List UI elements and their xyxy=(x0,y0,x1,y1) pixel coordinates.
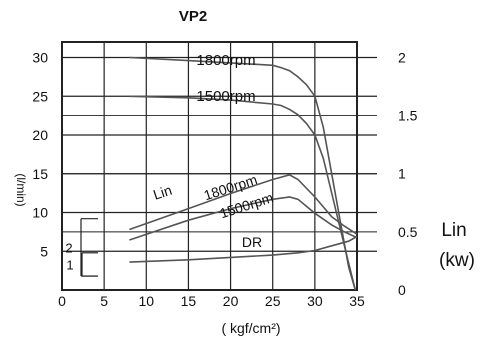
x-tick-label: 25 xyxy=(265,293,281,309)
x-tick-label: 15 xyxy=(181,293,197,309)
series-line-1500rpm xyxy=(129,196,358,241)
y2-axis-label-top: Lin xyxy=(441,220,466,241)
series-line-1800rpm xyxy=(129,56,357,291)
x-tick-label: 0 xyxy=(58,293,66,309)
annotation-label: DR xyxy=(242,234,262,250)
y-tick-label: 5 xyxy=(40,243,48,259)
y-axis-ticks: 5 10 15 20 25 30 xyxy=(32,50,48,260)
y-tick-label: 25 xyxy=(32,88,48,104)
annotation-label: Lin xyxy=(151,182,174,203)
y-tick-label: 15 xyxy=(32,166,48,182)
side-brackets: 21 xyxy=(65,218,98,277)
y2-tick-label: 0 xyxy=(398,282,406,298)
x-axis-ticks: 0 5 10 15 20 25 30 35 xyxy=(58,293,365,309)
annotation-label: 1500rpm xyxy=(196,88,255,105)
annotation-label: 1800rpm xyxy=(196,52,255,69)
x-tick-label: 35 xyxy=(349,293,365,309)
y2-tick-label: 0.5 xyxy=(398,224,418,240)
y-tick-label: 10 xyxy=(32,205,48,221)
x-tick-label: 30 xyxy=(307,293,323,309)
y2-axis-label-bottom: (kw) xyxy=(439,250,475,271)
y-tick-label: 30 xyxy=(32,50,48,66)
y-tick-label: 20 xyxy=(32,127,48,143)
y2-axis-ticks: 0 0.5 1 1.5 2 xyxy=(398,49,418,298)
x-axis-label: ( kgf/cm²) xyxy=(221,320,280,336)
x-tick-label: 20 xyxy=(223,293,239,309)
chart-title: VP2 xyxy=(179,8,207,25)
series-layer xyxy=(129,56,358,291)
x-tick-label: 5 xyxy=(100,293,108,309)
series-line-lin-1800rpm xyxy=(129,174,358,235)
y2-tick-label: 1 xyxy=(398,166,406,182)
series-line-dr xyxy=(129,235,358,263)
x-tick-label: 10 xyxy=(138,293,154,309)
bracket-label: 1 xyxy=(66,257,73,272)
plot-frame xyxy=(61,41,358,291)
y-axis-label: (l/min) xyxy=(14,173,28,206)
bracket-label: 2 xyxy=(65,240,72,255)
plot-area-border xyxy=(61,41,358,291)
y2-tick-label: 1.5 xyxy=(398,108,418,124)
y2-tick-label: 2 xyxy=(398,49,406,65)
